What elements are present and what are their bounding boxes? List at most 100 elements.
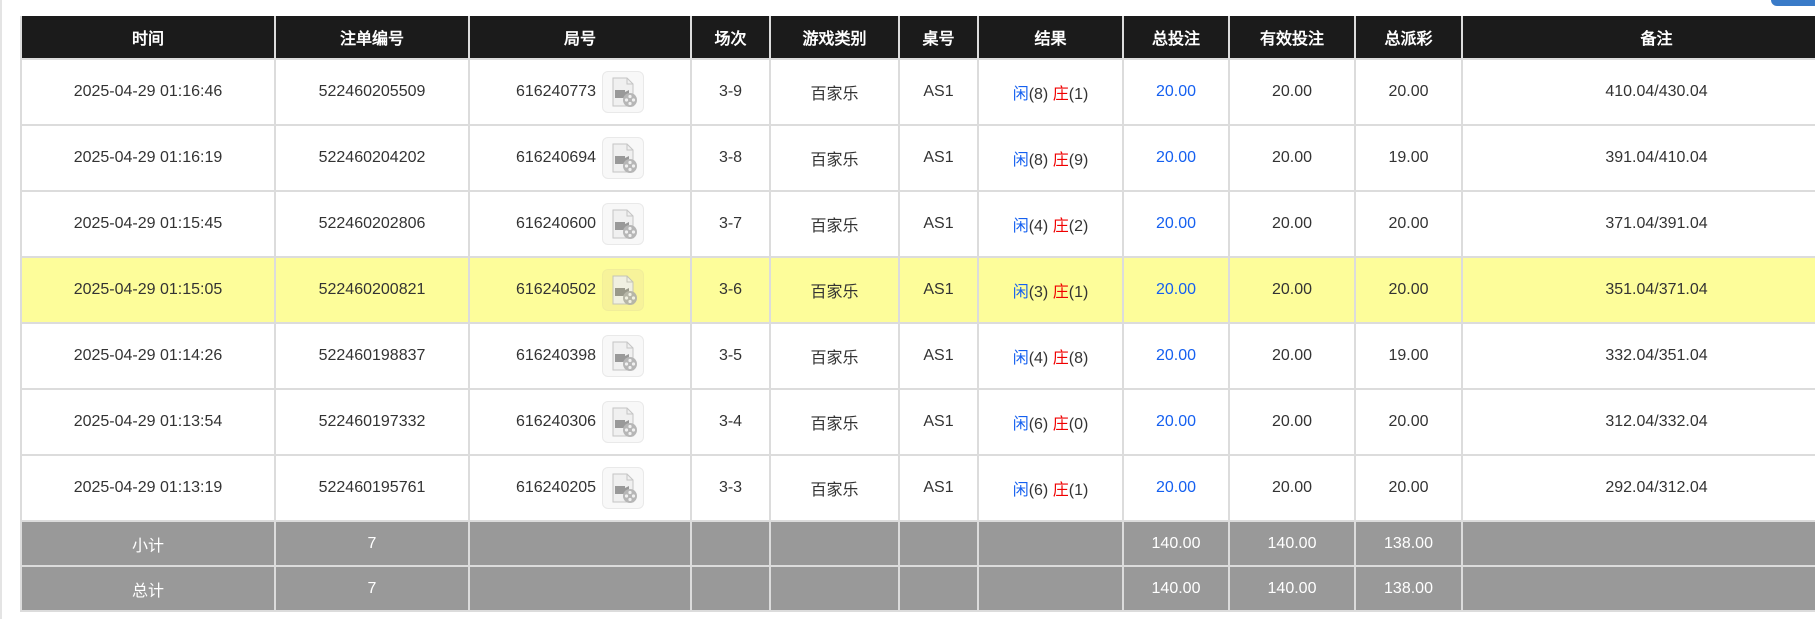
footer-empty [898, 520, 979, 567]
player-score: (4) [1028, 350, 1049, 367]
table-row: 2025-04-29 01:15:05 522460200821 616240502… [20, 256, 1815, 324]
cell-result: 闲(6) 庄(0) [977, 388, 1124, 456]
cell-game: 百家乐 [769, 256, 900, 324]
cell-total-bet[interactable]: 20.00 [1122, 322, 1230, 390]
video-file-icon[interactable] [602, 203, 645, 245]
footer-empty [898, 565, 979, 612]
cell-remark: 292.04/312.04 [1461, 454, 1815, 522]
cell-table: AS1 [898, 388, 979, 456]
footer-total-bet: 140.00 [1122, 565, 1230, 612]
cell-bet-id: 522460195761 [274, 454, 470, 522]
footer-empty [468, 565, 692, 612]
cell-payout: 19.00 [1354, 124, 1463, 192]
round-number: 616240502 [515, 281, 597, 298]
round-number: 616240694 [515, 149, 597, 166]
cell-valid-bet: 20.00 [1228, 124, 1356, 192]
cell-result: 闲(3) 庄(1) [977, 256, 1124, 324]
banker-score: (9) [1068, 152, 1089, 169]
player-score: (8) [1028, 86, 1049, 103]
cell-table: AS1 [898, 322, 979, 390]
header-table: 桌号 [898, 16, 979, 60]
header-game: 游戏类别 [769, 16, 900, 60]
cell-payout: 20.00 [1354, 58, 1463, 126]
footer-count: 7 [274, 565, 470, 612]
cell-total-bet[interactable]: 20.00 [1122, 454, 1230, 522]
cell-time: 2025-04-29 01:15:45 [20, 190, 276, 258]
cell-time: 2025-04-29 01:13:19 [20, 454, 276, 522]
banker-label: 庄 [1052, 416, 1069, 433]
cell-bet-id: 522460204202 [274, 124, 470, 192]
table-row: 2025-04-29 01:16:19 522460204202 616240694… [20, 124, 1815, 192]
cell-total-bet[interactable]: 20.00 [1122, 388, 1230, 456]
cell-result: 闲(4) 庄(2) [977, 190, 1124, 258]
cell-bet-id: 522460202806 [274, 190, 470, 258]
cell-bet-id: 522460200821 [274, 256, 470, 324]
cell-valid-bet: 20.00 [1228, 322, 1356, 390]
player-label: 闲 [1012, 482, 1029, 499]
cell-round: 616240205 [468, 454, 692, 522]
header-round: 局号 [468, 16, 692, 60]
cell-total-bet[interactable]: 20.00 [1122, 256, 1230, 324]
banker-label: 庄 [1052, 152, 1069, 169]
footer-label: 小计 [20, 520, 276, 567]
header-remark: 备注 [1461, 16, 1815, 60]
header-session: 场次 [690, 16, 771, 60]
cell-session: 3-7 [690, 190, 771, 258]
banker-score: (0) [1068, 416, 1089, 433]
cell-total-bet[interactable]: 20.00 [1122, 190, 1230, 258]
footer-empty [977, 520, 1124, 567]
cell-total-bet[interactable]: 20.00 [1122, 124, 1230, 192]
cell-session: 3-6 [690, 256, 771, 324]
cell-time: 2025-04-29 01:13:54 [20, 388, 276, 456]
cell-time: 2025-04-29 01:14:26 [20, 322, 276, 390]
cell-payout: 20.00 [1354, 454, 1463, 522]
cell-payout: 19.00 [1354, 322, 1463, 390]
cell-remark: 312.04/332.04 [1461, 388, 1815, 456]
cell-game: 百家乐 [769, 58, 900, 126]
footer-empty [468, 520, 692, 567]
cell-round: 616240398 [468, 322, 692, 390]
cell-time: 2025-04-29 01:16:46 [20, 58, 276, 126]
footer-payout: 138.00 [1354, 565, 1463, 612]
footer-empty [769, 565, 900, 612]
round-number: 616240600 [515, 215, 597, 232]
cell-result: 闲(8) 庄(9) [977, 124, 1124, 192]
cell-round: 616240694 [468, 124, 692, 192]
cell-payout: 20.00 [1354, 388, 1463, 456]
table-header: 时间 注单编号 局号 场次 游戏类别 桌号 结果 总投注 有效投注 总派彩 备注 [20, 16, 1815, 60]
subtotal-row: 小计 7 140.00 140.00 138.00 [20, 520, 1815, 567]
cell-bet-id: 522460197332 [274, 388, 470, 456]
video-file-icon[interactable] [602, 401, 645, 443]
cell-remark: 391.04/410.04 [1461, 124, 1815, 192]
cell-game: 百家乐 [769, 454, 900, 522]
table-row: 2025-04-29 01:16:46 522460205509 616240773… [20, 58, 1815, 126]
cell-total-bet[interactable]: 20.00 [1122, 58, 1230, 126]
cell-table: AS1 [898, 58, 979, 126]
cell-round: 616240502 [468, 256, 692, 324]
video-file-icon[interactable] [602, 467, 645, 509]
video-file-icon[interactable] [602, 137, 645, 179]
video-file-icon[interactable] [602, 335, 645, 377]
cell-game: 百家乐 [769, 124, 900, 192]
total-row: 总计 7 140.00 140.00 138.00 [20, 565, 1815, 612]
cell-session: 3-8 [690, 124, 771, 192]
cell-game: 百家乐 [769, 190, 900, 258]
video-file-icon[interactable] [602, 71, 645, 113]
top-right-button[interactable] [1771, 0, 1815, 6]
cell-round: 616240306 [468, 388, 692, 456]
footer-valid-bet: 140.00 [1228, 520, 1356, 567]
player-label: 闲 [1012, 284, 1029, 301]
player-score: (8) [1028, 152, 1049, 169]
cell-table: AS1 [898, 190, 979, 258]
footer-empty [769, 520, 900, 567]
header-bet-id: 注单编号 [274, 16, 470, 60]
cell-payout: 20.00 [1354, 256, 1463, 324]
player-score: (3) [1028, 284, 1049, 301]
video-file-icon[interactable] [602, 269, 645, 311]
banker-score: (1) [1068, 482, 1089, 499]
banker-score: (1) [1068, 86, 1089, 103]
cell-result: 闲(8) 庄(1) [977, 58, 1124, 126]
round-number: 616240398 [515, 347, 597, 364]
cell-remark: 351.04/371.04 [1461, 256, 1815, 324]
banker-label: 庄 [1052, 482, 1069, 499]
